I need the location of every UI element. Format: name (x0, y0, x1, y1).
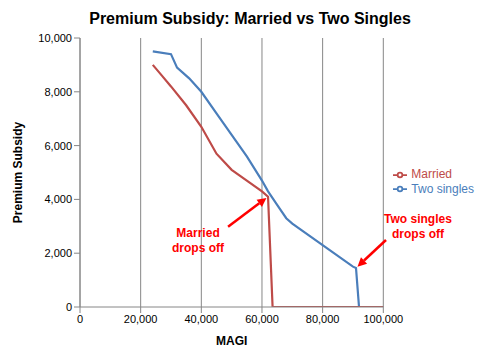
svg-text:0: 0 (66, 301, 72, 313)
svg-text:10,000: 10,000 (38, 32, 72, 44)
svg-text:0: 0 (77, 313, 83, 325)
svg-text:100,000: 100,000 (363, 313, 403, 325)
svg-text:80,000: 80,000 (306, 313, 340, 325)
html-text:Married: Married (411, 166, 452, 181)
svg-text:20,000: 20,000 (124, 313, 158, 325)
svg-text:4,000: 4,000 (44, 193, 72, 205)
html-text:Premium Subsidy: Married vs Tw: Premium Subsidy: Married vs Two Singles (89, 10, 411, 27)
svg-text:60,000: 60,000 (245, 313, 279, 325)
svg-text:40,000: 40,000 (184, 313, 218, 325)
svg-text:8,000: 8,000 (44, 86, 72, 98)
svg-text:2,000: 2,000 (44, 247, 72, 259)
svg-text:6,000: 6,000 (44, 140, 72, 152)
html-text:Two singles: Two singles (411, 181, 474, 196)
svg-text:Two singlesdrops off: Two singlesdrops off (384, 212, 452, 241)
svg-text:Marrieddrops off: Marrieddrops off (172, 226, 225, 255)
svg-text:Premium Subsidy: Premium Subsidy (11, 122, 25, 224)
svg-text:MAGI: MAGI (216, 334, 247, 348)
